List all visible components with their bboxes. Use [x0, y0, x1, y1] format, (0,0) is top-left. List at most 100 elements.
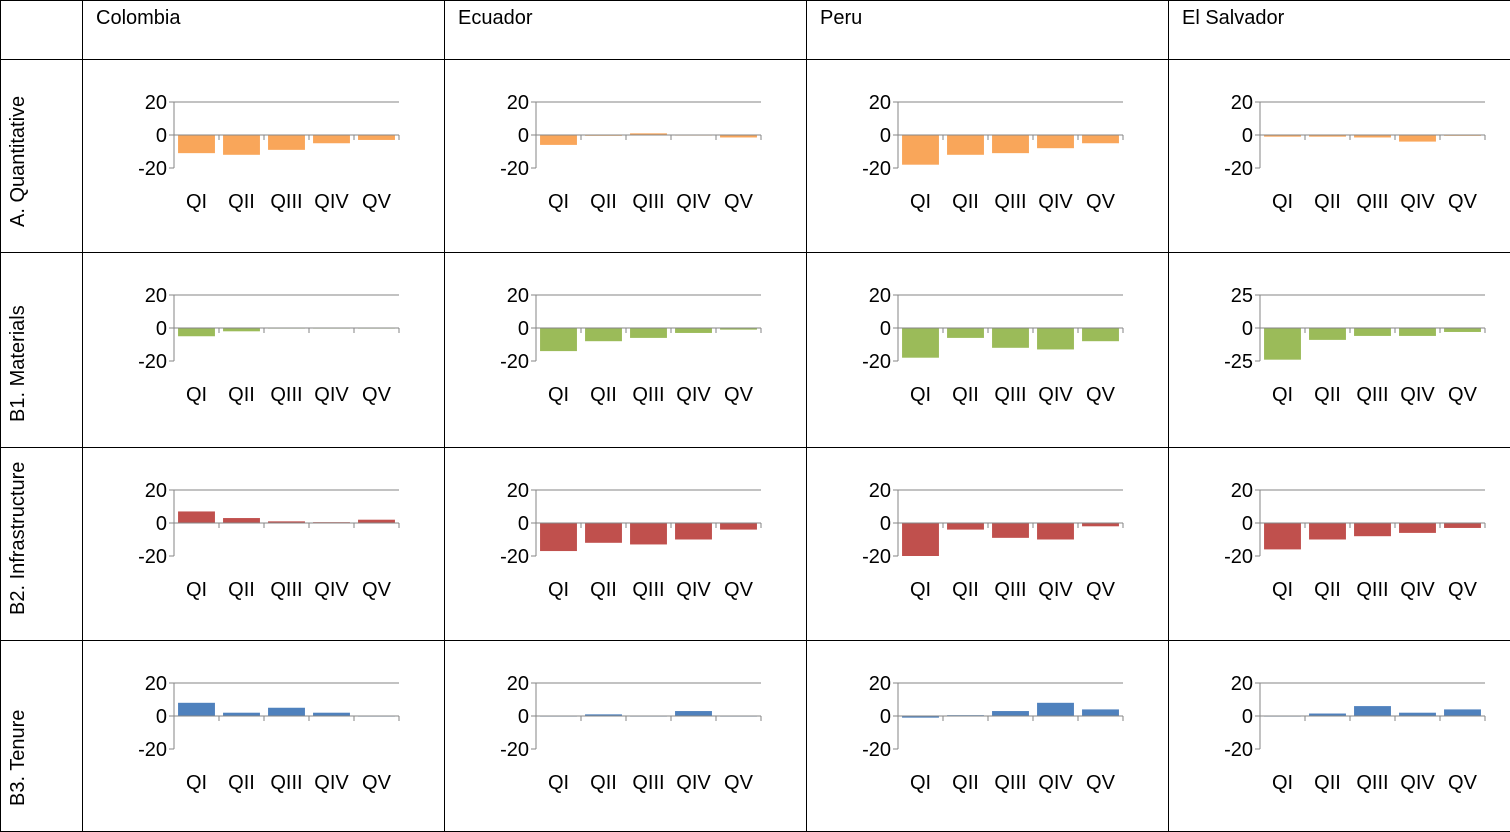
bar — [1354, 328, 1391, 336]
y-tick-label: 20 — [869, 92, 891, 114]
bar-chart: 20 0 -20 QI QII QIII QIV QV — [500, 480, 762, 601]
bar — [223, 518, 260, 523]
row-quantitative: A. Quantitative 20 0 -20 QI QII QIII QIV QV 20 0… — [0, 59, 1510, 253]
bar — [1354, 135, 1391, 138]
x-tick-label: QII — [228, 579, 255, 601]
row-label: B1. Materials — [7, 305, 29, 422]
bar — [1354, 706, 1391, 716]
x-tick-label: QIV — [1400, 772, 1435, 794]
x-tick-label: QIV — [314, 772, 349, 794]
bar — [268, 707, 305, 716]
y-tick-label: -20 — [862, 158, 891, 180]
column-header-label: El Salvador — [1182, 7, 1285, 29]
y-tick-label: 20 — [1231, 480, 1253, 502]
bar-chart: 20 0 -20 QI QII QIII QIV QV — [138, 480, 400, 601]
x-tick-label: QV — [1086, 384, 1116, 406]
x-tick-label: QIII — [994, 579, 1026, 601]
bar — [992, 135, 1029, 154]
bar — [1264, 135, 1301, 137]
bar — [1264, 328, 1301, 360]
bar — [585, 328, 622, 342]
x-tick-label: QIII — [632, 191, 664, 213]
bar — [1082, 328, 1119, 342]
bar — [630, 328, 667, 338]
bar — [1037, 523, 1074, 540]
chart-cell: 20 0 -20 QI QII QIII QIV QV — [806, 252, 1169, 448]
bar — [902, 523, 939, 556]
y-tick-label: -20 — [500, 739, 529, 761]
x-tick-label: QV — [1448, 579, 1478, 601]
x-tick-label: QI — [1272, 772, 1293, 794]
row-label: B3. Tenure — [7, 709, 29, 806]
bar — [358, 519, 395, 523]
corner-cell — [0, 0, 83, 60]
y-tick-label: 0 — [156, 318, 167, 340]
y-tick-label: -20 — [862, 351, 891, 373]
bar — [268, 135, 305, 150]
column-header-label: Peru — [820, 7, 863, 29]
x-tick-label: QI — [910, 384, 931, 406]
bar — [313, 712, 350, 716]
bar — [178, 328, 215, 337]
bar — [1037, 702, 1074, 716]
bar — [902, 328, 939, 358]
bar — [585, 714, 622, 716]
x-tick-label: QIV — [676, 772, 711, 794]
x-tick-label: QV — [724, 772, 754, 794]
y-tick-label: 0 — [880, 513, 891, 535]
x-tick-label: QIV — [676, 191, 711, 213]
bar — [268, 521, 305, 523]
row-label-cell: B3. Tenure — [0, 640, 83, 832]
x-tick-label: QV — [724, 579, 754, 601]
y-tick-label: -20 — [138, 739, 167, 761]
chart-cell: 20 0 -20 QI QII QIII QIV QV — [1168, 59, 1510, 253]
bar — [992, 711, 1029, 716]
x-tick-label: QIII — [632, 384, 664, 406]
bar-chart: 20 0 -20 QI QII QIII QIV QV — [1224, 673, 1486, 794]
x-tick-label: QII — [952, 191, 979, 213]
x-tick-label: QV — [1086, 579, 1116, 601]
x-tick-label: QIV — [1038, 772, 1073, 794]
x-tick-label: QIII — [994, 384, 1026, 406]
bar-chart: 20 0 -20 QI QII QIII QIV QV — [138, 92, 400, 213]
x-tick-label: QI — [1272, 191, 1293, 213]
bar — [947, 523, 984, 530]
x-tick-label: QIV — [1038, 579, 1073, 601]
y-tick-label: 0 — [518, 513, 529, 535]
chart-cell: 20 0 -20 QI QII QIII QIV QV — [82, 252, 445, 448]
y-tick-label: -20 — [1224, 546, 1253, 568]
y-tick-label: -20 — [1224, 158, 1253, 180]
y-tick-label: 20 — [869, 480, 891, 502]
chart-cell: 20 0 -20 QI QII QIII QIV QV — [444, 252, 807, 448]
y-tick-label: 0 — [880, 125, 891, 147]
column-header-colombia: Colombia — [82, 0, 445, 60]
x-tick-label: QIV — [1400, 579, 1435, 601]
x-tick-label: QV — [362, 772, 392, 794]
x-tick-label: QI — [1272, 384, 1293, 406]
x-tick-label: QII — [590, 384, 617, 406]
bar — [1399, 712, 1436, 716]
chart-cell: 20 0 -20 QI QII QIII QIV QV — [806, 447, 1169, 641]
x-tick-label: QIV — [1038, 191, 1073, 213]
x-tick-label: QII — [1314, 384, 1341, 406]
bar-chart: 20 0 -20 QI QII QIII QIV QV — [500, 92, 762, 213]
x-tick-label: QII — [590, 191, 617, 213]
x-tick-label: QIII — [1356, 191, 1388, 213]
y-tick-label: 0 — [156, 125, 167, 147]
x-tick-label: QI — [186, 579, 207, 601]
bar — [540, 523, 577, 552]
y-tick-label: 20 — [507, 480, 529, 502]
y-tick-label: -20 — [138, 546, 167, 568]
bar — [902, 716, 939, 718]
x-tick-label: QIII — [632, 772, 664, 794]
row-label-cell: B2. Infrastructure — [0, 447, 83, 641]
y-tick-label: 20 — [145, 285, 167, 307]
bar — [313, 135, 350, 144]
bar — [223, 135, 260, 155]
x-tick-label: QI — [186, 772, 207, 794]
x-tick-label: QIII — [994, 772, 1026, 794]
chart-cell: 20 0 -20 QI QII QIII QIV QV — [82, 59, 445, 253]
column-header-ecuador: Ecuador — [444, 0, 807, 60]
x-tick-label: QI — [1272, 579, 1293, 601]
